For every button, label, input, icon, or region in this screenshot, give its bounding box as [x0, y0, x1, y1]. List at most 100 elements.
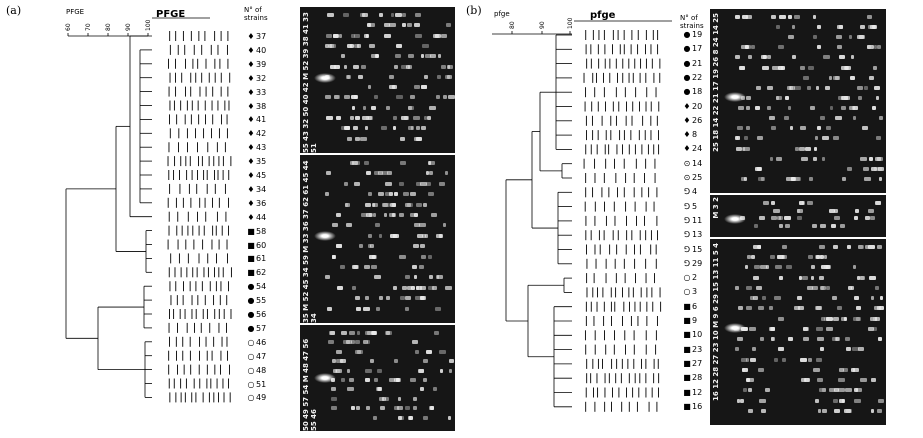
gel-band [800, 126, 806, 131]
strain-row: ♦26 [682, 116, 702, 125]
gel-band [796, 208, 801, 213]
gel-band [385, 296, 390, 301]
gel-band [413, 275, 418, 280]
gel-band [854, 296, 859, 301]
strain-symbol: ● [683, 87, 691, 97]
gel-band [373, 202, 379, 207]
panel-a-title-big: PFGE [156, 9, 186, 20]
gel-band [372, 202, 376, 207]
gel-band [775, 95, 780, 100]
gel-band [365, 126, 369, 131]
strain-symbol: ○ [247, 393, 255, 403]
gel-band [373, 415, 378, 420]
strain-id: 20 [692, 101, 703, 111]
gel-band [781, 357, 787, 362]
gel-band [743, 388, 748, 393]
gel-band [429, 171, 433, 176]
gel-band [340, 378, 346, 382]
gel-band [847, 166, 852, 171]
gel-band [777, 45, 785, 50]
strain-symbol: ■ [683, 344, 691, 354]
gel-band [782, 255, 787, 260]
gel-band [347, 136, 353, 141]
strain-id: 48 [256, 365, 267, 375]
gel-band [811, 223, 817, 228]
gel-band [416, 126, 420, 131]
gel-band [878, 398, 885, 403]
gel-band [399, 213, 405, 217]
gel-band [335, 116, 341, 121]
gel-band [771, 337, 775, 342]
gel-band [821, 316, 825, 321]
gel-band [425, 349, 432, 354]
gel-band [782, 245, 787, 249]
gel-band [388, 192, 394, 197]
strain-id: 40 [256, 45, 267, 55]
gel-band [744, 265, 749, 270]
gel-band [833, 136, 839, 141]
gel-band [867, 326, 875, 331]
gel-band [355, 340, 360, 345]
gel-band [820, 255, 825, 260]
gel-band [808, 65, 814, 70]
gel-band [850, 55, 854, 60]
strain-row: ■58 [246, 227, 266, 236]
gel-band [858, 245, 864, 249]
gel-band [415, 13, 421, 17]
gel-band [366, 213, 373, 217]
strain-id: 27 [692, 358, 703, 368]
gel-band [759, 337, 764, 342]
gel-band [825, 265, 831, 270]
strain-symbol: ♦ [683, 130, 691, 140]
gel-band [856, 85, 863, 90]
strain-symbol: ○ [683, 287, 691, 297]
strain-row: ♦38 [246, 102, 266, 111]
scale-tick-label: 80 [509, 21, 516, 29]
strain-id: 55 [256, 296, 267, 306]
gel-band [379, 406, 386, 411]
gel-band [366, 116, 374, 121]
gel-band [813, 146, 818, 151]
gel-band [326, 306, 332, 311]
gel-band [423, 359, 429, 364]
gel-band [378, 192, 384, 197]
gel-band [860, 156, 868, 161]
gel-band [794, 176, 801, 181]
strain-id: 60 [256, 240, 267, 250]
gel-band [353, 265, 358, 269]
gel-band [344, 181, 348, 186]
strain-id: 36 [256, 198, 267, 208]
strain-symbol: ♦ [247, 157, 255, 167]
gel-band [353, 33, 361, 38]
gel-band [838, 388, 846, 393]
gel-band [409, 192, 416, 197]
strain-id: 61 [256, 254, 267, 264]
strain-row: ■61 [246, 254, 266, 263]
gel-band [752, 296, 759, 301]
gel-band [749, 296, 754, 301]
strain-row: ♦43 [246, 143, 266, 152]
gel-band [363, 340, 368, 345]
gel-band [372, 254, 377, 259]
gel-lane-labels: 16 12 28 27 23 10 M 9 6 29 15 13 11 5 4 [712, 243, 720, 401]
gel-band [392, 116, 398, 121]
gel-band [877, 408, 882, 413]
strain-id: 45 [256, 171, 267, 180]
gel-band [776, 25, 780, 30]
strain-row: ♦36 [246, 199, 266, 208]
strain-symbol: ● [247, 323, 255, 333]
gel-band [364, 378, 370, 382]
gel-band [755, 285, 762, 290]
strain-id: 43 [256, 143, 267, 153]
strain-id: 42 [256, 129, 267, 139]
gel-band [875, 95, 880, 100]
gel-band [850, 75, 855, 80]
gel-band [828, 208, 835, 213]
gel-band [797, 208, 804, 213]
gel-band [769, 156, 773, 161]
gel-band [436, 233, 443, 238]
gel-band [370, 54, 378, 59]
gel-band [367, 244, 372, 249]
gel-band [423, 116, 428, 121]
gel-band [419, 244, 425, 249]
